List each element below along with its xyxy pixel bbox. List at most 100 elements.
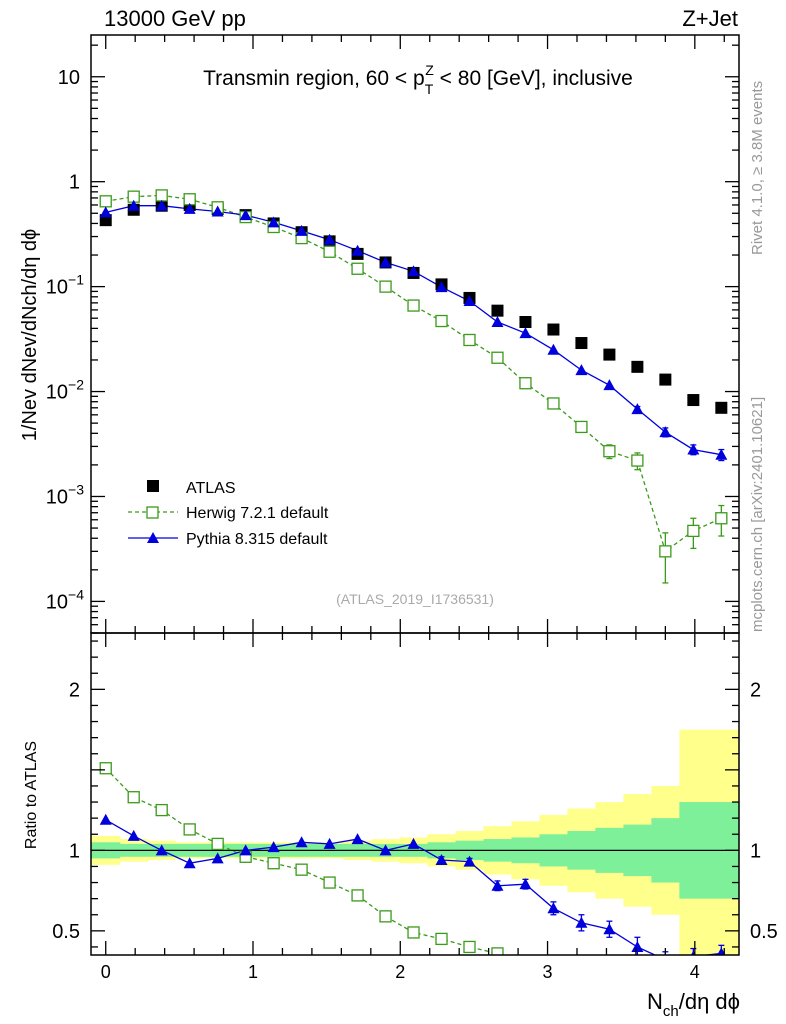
pythia-ratio-point	[323, 837, 336, 849]
rivet-version-label: Rivet 4.1.0, ≥ 3.8M events	[749, 81, 766, 255]
pythia-point	[463, 294, 476, 306]
pythia-ratio-point	[491, 879, 504, 891]
pythia-ratio-point	[407, 837, 420, 849]
pythia-ratio-point	[547, 902, 560, 914]
pythia-point	[211, 205, 224, 217]
pythia-point	[491, 316, 504, 328]
pythia-ratio-point	[717, 947, 726, 955]
y-tick-label-exponent: −4	[68, 586, 84, 602]
atlas-point	[575, 337, 588, 350]
plot-title: Transmin region, 60 < pTZ < 80 [GeV], in…	[203, 62, 633, 97]
herwig-point	[715, 512, 728, 525]
y-tick-label-exponent: −3	[68, 481, 84, 497]
pythia-ratio-point	[211, 852, 224, 864]
herwig-ratio-point	[435, 932, 448, 946]
legend: ATLAS Herwig 7.2.1 default Pythia 8.315 …	[128, 480, 329, 548]
herwig-ratio-point	[520, 964, 531, 975]
herwig-ratio-point	[491, 947, 504, 955]
pythia-ratio-point	[463, 855, 476, 867]
pythia-point	[603, 379, 616, 391]
legend-marker-herwig	[146, 506, 159, 519]
pythia-point	[435, 281, 448, 293]
pythia-point	[323, 233, 336, 245]
pythia-ratio-point	[127, 829, 140, 841]
herwig-ratio-point	[379, 910, 392, 923]
ratio-panel: 0 1 2 3 4 0.5 0.5 1 1 2 2 Ratio to ATLAS	[23, 632, 778, 998]
legend-marker-pythia	[147, 532, 159, 543]
herwig-ratio-point	[183, 823, 196, 836]
pythia-point	[155, 199, 168, 211]
plot-title-pre: Transmin region, 60 < p	[203, 67, 425, 90]
x-tick-label: 2	[395, 962, 405, 982]
process-label: Z+Jet	[682, 6, 738, 31]
analysis-watermark: (ATLAS_2019_I1736531)	[336, 591, 494, 607]
plot-title-sub: T	[425, 81, 434, 97]
mcplots-label: mcplots.cern.ch [arXiv:2401.10621]	[749, 397, 766, 632]
herwig-line	[105, 194, 722, 553]
atlas-point	[715, 401, 728, 414]
main-data-layer	[99, 189, 728, 584]
pythia-point	[267, 216, 280, 228]
pythia-point	[659, 426, 672, 438]
pythia-ratio-point	[267, 841, 280, 853]
ratio-ticks: 0 1 2 3 4 0.5 0.5 1 1 2 2	[52, 633, 778, 982]
x-axis-label-sub: ch	[663, 1003, 679, 1020]
herwig-ratio-point	[211, 837, 224, 851]
y-tick-label-base: 10	[46, 382, 68, 404]
y-tick-label-ratio-right: 0.5	[750, 921, 778, 943]
herwig-point	[379, 280, 392, 293]
herwig-point	[547, 397, 560, 410]
herwig-point	[99, 195, 112, 208]
herwig-ratio-point	[127, 791, 140, 804]
pythia-point	[715, 448, 728, 460]
herwig-ratio-point	[155, 803, 168, 817]
herwig-ratio-point	[463, 940, 476, 954]
herwig-point	[155, 189, 168, 202]
y-tick-label-main: 10−1	[46, 272, 84, 299]
y-tick-label-main: 10−2	[46, 377, 84, 404]
y-axis-label-ratio: Ratio to ATLAS	[23, 741, 40, 849]
y-tick-label-ratio-left: 1	[69, 840, 80, 862]
pythia-ratio-point	[99, 813, 112, 825]
pythia-ratio-point	[295, 836, 308, 848]
herwig-point	[491, 351, 504, 364]
pythia-point	[99, 206, 112, 218]
pythia-ratio-point	[183, 857, 196, 869]
ratio-data-layer	[91, 729, 739, 998]
plot-title-sup: Z	[425, 62, 434, 78]
herwig-ratio-point	[632, 985, 643, 996]
y-tick-label-exponent: −2	[68, 377, 84, 393]
herwig-ratio-point	[604, 987, 615, 998]
pythia-point	[379, 256, 392, 268]
y-tick-label-main: 10	[58, 67, 80, 89]
x-tick-label: 3	[543, 962, 553, 982]
pythia-point	[351, 244, 364, 256]
x-axis-label: Nch/dη dϕ	[647, 989, 740, 1020]
pythia-line	[105, 205, 722, 456]
herwig-point	[323, 245, 336, 258]
herwig-point	[435, 314, 448, 328]
atlas-point	[519, 316, 532, 329]
pythia-point	[575, 364, 588, 376]
legend-label-pythia: Pythia 8.315 default	[186, 531, 328, 548]
herwig-point	[575, 420, 588, 434]
y-tick-label-ratio-left: 0.5	[52, 921, 80, 943]
herwig-ratio-point	[267, 857, 280, 870]
herwig-ratio-point	[407, 926, 420, 939]
legend-marker-atlas	[147, 480, 159, 492]
herwig-ratio-point	[295, 863, 308, 876]
atlas-point	[547, 323, 560, 336]
y-tick-label-base: 10	[46, 591, 68, 613]
herwig-point	[631, 454, 644, 467]
x-axis-label-main: N	[647, 989, 663, 1014]
x-tick-label: 4	[690, 962, 700, 982]
y-tick-label-base: 10	[46, 486, 68, 508]
pythia-point	[127, 199, 140, 211]
y-axis-label-main: 1/Nev dNev/dNch/dη dϕ	[19, 229, 41, 441]
pythia-ratio-point	[435, 854, 448, 866]
pythia-ratio-point	[379, 844, 392, 856]
y-tick-label-ratio-right: 1	[750, 840, 761, 862]
herwig-point	[659, 545, 672, 558]
atlas-point	[687, 394, 700, 407]
